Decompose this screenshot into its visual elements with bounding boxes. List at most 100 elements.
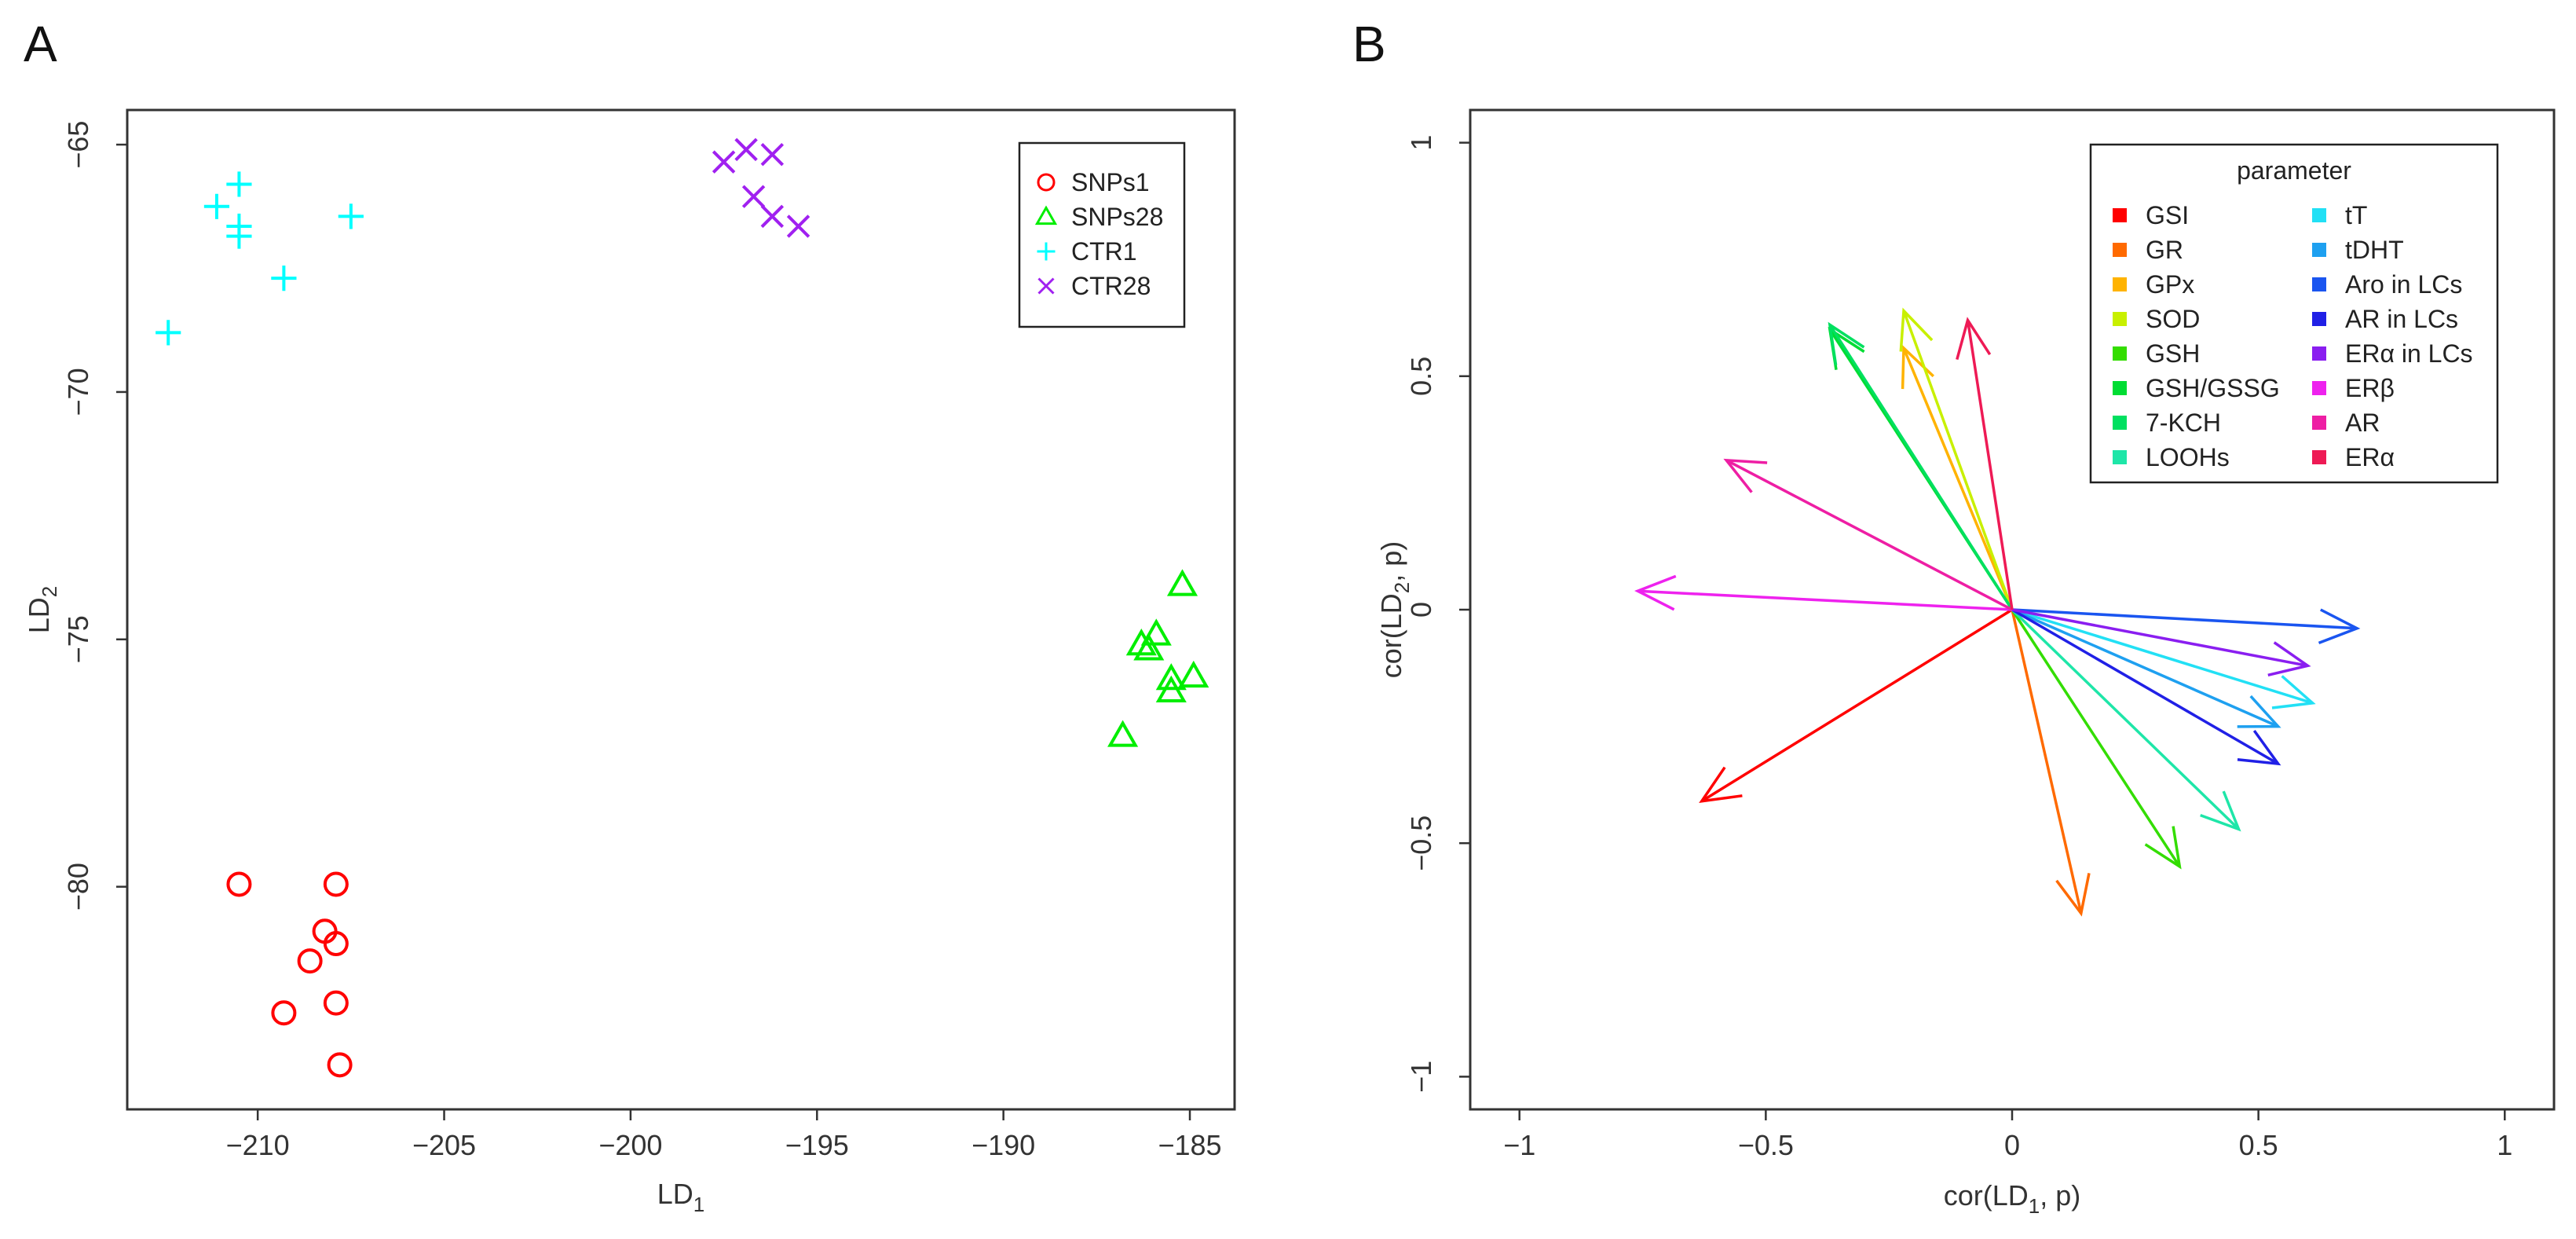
legend-swatch-gsi [2113,208,2127,222]
vector-shaft [1828,324,2014,610]
vector-arrowhead [2055,873,2091,917]
series-snps1 [226,871,353,1078]
series-snps28 [1107,569,1209,747]
point-snps28 [1133,633,1165,661]
y-tick-label-b: 1 [1405,135,1437,151]
vector-arrowhead [2237,695,2281,728]
legend-b: parameter GSI GR GPx SOD GSH GSH/GSSG 7-KCH LOO… [2089,143,2499,484]
point-snps1 [327,1052,353,1078]
panel-label-b: B [1352,16,1386,72]
legend-swatch-gr [2113,243,2127,257]
vector-shaft [2011,608,2279,765]
point-ctr1 [226,171,252,197]
vector-shaft [2011,608,2358,630]
x-axis-a: −210 −205 −200 −195 −190 −185 [226,1109,1222,1161]
point-snps1 [323,871,349,897]
vector-eralpha-in-lcs [2011,608,2311,677]
vector-arrowhead [1723,458,1768,493]
vector-shaft [1902,310,2014,610]
vector-arrowhead [2200,790,2241,832]
x-tick-label-b: −1 [1503,1129,1535,1161]
point-snps28 [1166,569,1198,596]
point-ctr1 [203,193,230,219]
point-ctr28 [734,137,758,162]
y-axis-b: 1 0.5 0 −0.5 −1 [1405,135,1470,1093]
legend-swatch-ar-in-lcs [2312,312,2326,326]
vector-arrowhead [1828,321,1865,366]
vector-ar-in-lcs [2011,608,2281,766]
legend-swatch-loohs [2113,450,2127,464]
legend-marker-ctr1 [1037,242,1056,261]
vector-shaft [1966,320,2014,610]
legend-label-tt: tT [2345,201,2367,229]
legend-label-snps1: SNPs1 [1071,168,1150,196]
legend-label-gpx: GPx [2146,270,2194,299]
vector-plot-panel-b: −1 −0.5 0 0.5 1 1 0.5 0 −0.5 −1 cor(LD1, p) cor(… [1375,108,2556,1218]
x-tick-label-a: −205 [412,1129,476,1161]
legend-label-tdht: tDHT [2345,236,2404,264]
point-ctr1 [226,223,252,249]
x-axis-b: −1 −0.5 0 0.5 1 [1503,1109,2512,1161]
legend-label-ar: AR [2345,409,2380,437]
y-tick-label-a: −80 [62,863,94,911]
legend-label-gsh: GSH [2146,339,2200,368]
point-snps1 [226,871,252,897]
vector-7-kch [1828,321,2014,610]
x-axis-label-a: LD1 [657,1178,705,1216]
legend-marker-snps28 [1034,205,1058,225]
y-tick-label-a: −65 [62,121,94,169]
legend-label-7-kch: 7-KCH [2146,409,2221,437]
vector-shaft [2011,608,2308,668]
legend-label-gsh-gssg: GSH/GSSG [2146,374,2280,402]
y-tick-label-b: −0.5 [1405,816,1437,871]
legend-swatch-eralpha [2312,450,2326,464]
series-ctr1 [156,171,364,346]
vector-tdht [2011,608,2281,728]
legend-label-ctr28: CTR28 [1071,272,1151,300]
vector-erbeta [1634,574,2013,611]
point-snps28 [1178,660,1209,688]
scatter-plot-panel-a: −210 −205 −200 −195 −190 −185 −65 −70 −75 −80 LD… [23,108,1236,1216]
legend-a: SNPs1 SNPs28 CTR1 CTR28 [1018,141,1186,328]
legend-swatch-ar [2312,416,2326,430]
point-ctr1 [271,265,297,291]
vector-shaft [2011,608,2240,830]
panel-label-a: A [24,16,57,72]
point-snps28 [1125,628,1157,656]
vector-eralpha [1956,317,2014,610]
point-ctr28 [760,142,785,167]
legend-label-gsi: GSI [2146,201,2189,229]
series-ctr28 [712,137,810,238]
point-snps1 [323,990,349,1016]
legend-swatch-eralpha-in-lcs [2312,346,2326,361]
legend-label-eralpha-in-lcs: ERα in LCs [2345,339,2473,368]
y-tick-label-b: −1 [1405,1061,1437,1093]
x-tick-label-a: −200 [598,1129,662,1161]
legend-label-sod: SOD [2146,305,2200,333]
point-ctr28 [786,214,810,238]
legend-label-erbeta: ERβ [2345,374,2395,402]
legend-marker-snps1 [1037,173,1056,192]
vector-arrowhead [2267,641,2311,677]
x-tick-label-b: 0 [2004,1129,2020,1161]
legend-title-b: parameter [2237,156,2351,185]
legend-label-gr: GR [2146,236,2183,264]
vector-arrowhead [2144,826,2182,870]
point-snps1 [297,948,323,974]
point-snps1 [323,931,349,957]
vector-shaft [1700,608,2013,803]
vector-arrowhead [2318,608,2361,645]
legend-swatch-erbeta [2312,381,2326,395]
vector-shaft [2011,609,2181,867]
legend-label-ctr1: CTR1 [1071,237,1137,266]
y-axis-label-b: cor(LD2, p) [1375,541,1414,679]
legend-swatch-tt [2312,208,2326,222]
vector-shaft [2011,608,2314,705]
vector-gpx [1901,345,2014,610]
vector-shaft [2011,608,2279,728]
legend-swatch-gsh [2113,346,2127,361]
legend-label-aro-in-lcs: Aro in LCs [2345,270,2462,299]
x-tick-label-a: −210 [226,1129,290,1161]
